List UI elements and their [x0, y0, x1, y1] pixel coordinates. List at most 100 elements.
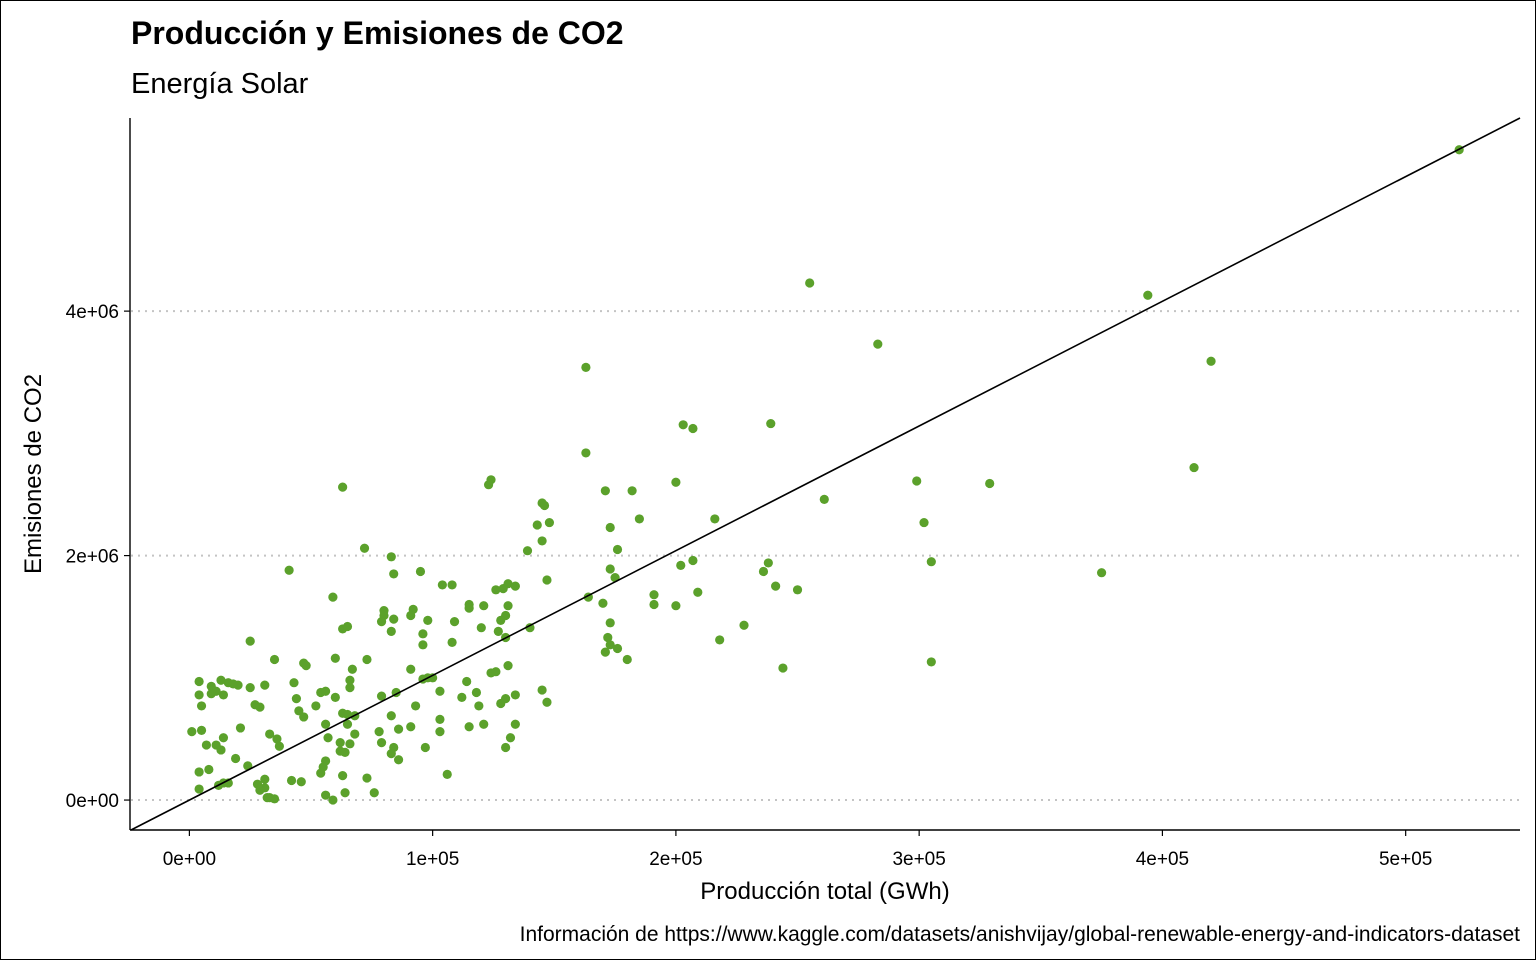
x-tick-label: 4e+05 — [1136, 849, 1189, 870]
data-point — [389, 569, 399, 579]
data-point — [342, 621, 353, 632]
data-point — [496, 698, 506, 709]
data-point — [919, 517, 929, 528]
data-point — [330, 692, 340, 702]
data-point — [299, 712, 309, 722]
data-point — [435, 727, 445, 737]
data-point — [260, 774, 270, 784]
data-point — [389, 614, 399, 624]
y-tick-label: 2e+06 — [66, 547, 119, 568]
data-point — [245, 636, 255, 646]
data-point — [537, 685, 547, 695]
data-points — [187, 145, 1464, 805]
data-point — [272, 734, 282, 744]
data-point — [612, 544, 623, 555]
x-tick-label: 0e+00 — [163, 849, 216, 870]
data-point — [435, 686, 445, 696]
data-point — [201, 740, 212, 750]
data-point — [479, 601, 489, 611]
data-point — [340, 747, 350, 757]
data-point — [1096, 568, 1107, 578]
data-point — [912, 476, 922, 486]
data-point — [231, 753, 241, 764]
y-tick-label: 4e+06 — [66, 302, 119, 323]
data-point — [376, 691, 387, 701]
data-point — [311, 701, 321, 711]
chart-subtitle: Energía Solar — [131, 68, 309, 100]
data-point — [763, 558, 773, 568]
data-point — [471, 687, 482, 698]
data-point — [532, 520, 542, 530]
data-point — [435, 714, 445, 724]
data-point — [649, 599, 659, 610]
data-point — [792, 585, 803, 595]
data-point — [321, 719, 331, 729]
y-axis-title: Emisiones de CO2 — [20, 374, 47, 574]
data-point — [335, 738, 345, 748]
data-point — [462, 676, 472, 687]
chart-caption: Información de https://www.kaggle.com/da… — [520, 923, 1521, 946]
data-point — [321, 686, 331, 696]
data-point — [464, 722, 474, 732]
data-point — [739, 620, 749, 630]
data-point — [423, 615, 433, 625]
data-point — [194, 690, 204, 700]
gridlines — [131, 310, 1520, 802]
data-point — [542, 575, 552, 585]
data-point — [581, 448, 591, 458]
data-point — [985, 478, 995, 489]
data-point — [479, 719, 489, 729]
data-point — [216, 745, 226, 755]
data-point — [291, 694, 302, 704]
data-point — [493, 626, 503, 636]
data-point — [693, 587, 703, 597]
data-point — [525, 623, 535, 633]
data-point — [218, 733, 229, 743]
trend-line — [130, 117, 1521, 831]
data-point — [187, 727, 197, 737]
data-point — [345, 683, 355, 693]
data-point — [415, 566, 426, 577]
data-point — [194, 676, 204, 687]
data-point — [457, 692, 467, 702]
data-point — [771, 581, 781, 591]
data-point — [340, 788, 350, 798]
data-point — [491, 585, 501, 595]
data-point — [671, 477, 681, 487]
data-point — [393, 755, 404, 765]
data-point — [503, 660, 513, 671]
data-point — [539, 500, 550, 511]
data-point — [393, 724, 404, 734]
data-point — [269, 654, 280, 665]
data-point — [350, 729, 360, 739]
data-point — [386, 626, 396, 636]
data-point — [418, 640, 428, 650]
data-point — [262, 793, 272, 803]
data-point — [386, 552, 396, 562]
data-point — [386, 711, 396, 721]
data-point — [805, 278, 815, 288]
data-point — [406, 664, 416, 674]
data-point — [873, 339, 883, 349]
data-point — [284, 565, 294, 575]
data-point — [522, 546, 533, 556]
data-point — [1189, 462, 1199, 473]
data-point — [537, 536, 547, 546]
data-point — [649, 590, 659, 600]
data-point — [362, 773, 372, 783]
data-point — [505, 733, 516, 743]
data-point — [330, 653, 340, 663]
data-point — [926, 657, 936, 667]
x-tick-label: 3e+05 — [892, 849, 945, 870]
data-point — [447, 637, 457, 647]
data-point — [376, 738, 387, 748]
data-point — [406, 722, 416, 732]
x-tick-label: 5e+05 — [1379, 849, 1432, 870]
data-point — [600, 647, 610, 657]
trend-line-group — [130, 117, 1521, 831]
data-point — [345, 675, 355, 685]
data-point — [338, 482, 348, 492]
data-point — [376, 616, 387, 627]
data-point — [269, 794, 280, 804]
